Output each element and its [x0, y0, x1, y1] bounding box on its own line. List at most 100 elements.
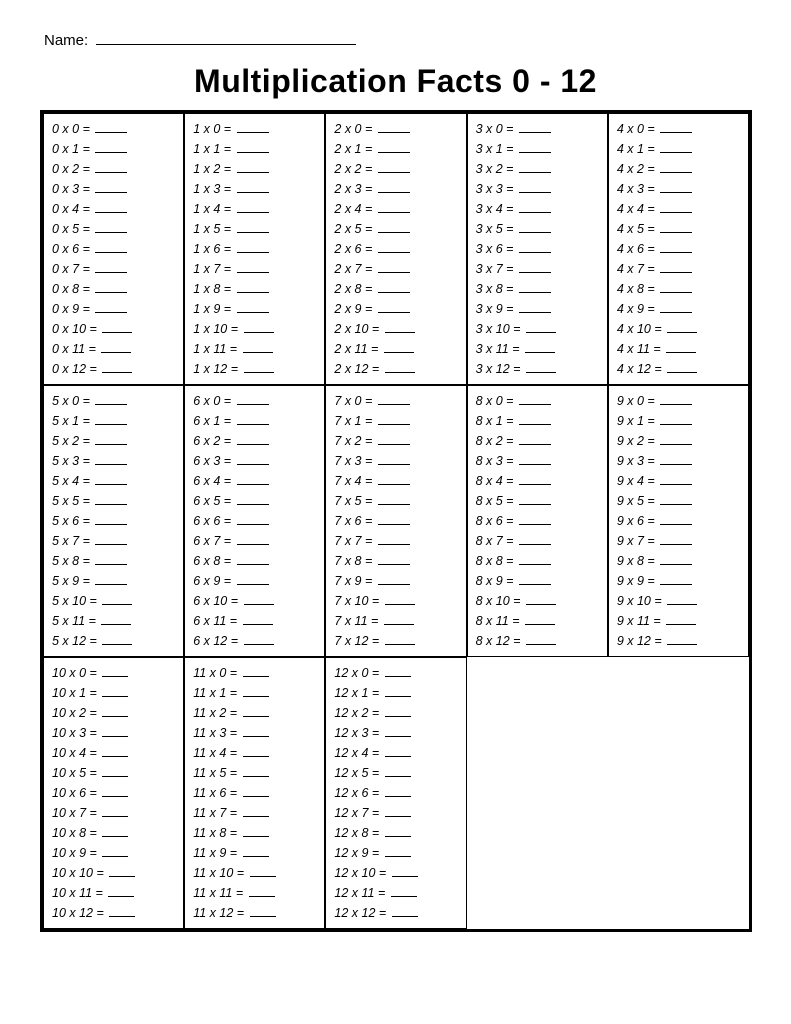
answer-blank[interactable]: [95, 444, 127, 445]
answer-blank[interactable]: [660, 544, 692, 545]
answer-blank[interactable]: [95, 544, 127, 545]
answer-blank[interactable]: [660, 272, 692, 273]
answer-blank[interactable]: [249, 896, 275, 897]
answer-blank[interactable]: [244, 644, 274, 645]
answer-blank[interactable]: [526, 372, 556, 373]
answer-blank[interactable]: [237, 212, 269, 213]
answer-blank[interactable]: [243, 716, 269, 717]
answer-blank[interactable]: [243, 676, 269, 677]
answer-blank[interactable]: [102, 696, 128, 697]
answer-blank[interactable]: [237, 564, 269, 565]
answer-blank[interactable]: [102, 644, 132, 645]
answer-blank[interactable]: [519, 404, 551, 405]
answer-blank[interactable]: [378, 312, 410, 313]
answer-blank[interactable]: [102, 776, 128, 777]
answer-blank[interactable]: [378, 464, 410, 465]
answer-blank[interactable]: [378, 212, 410, 213]
answer-blank[interactable]: [660, 312, 692, 313]
answer-blank[interactable]: [378, 544, 410, 545]
answer-blank[interactable]: [378, 584, 410, 585]
answer-blank[interactable]: [378, 424, 410, 425]
answer-blank[interactable]: [385, 836, 411, 837]
answer-blank[interactable]: [237, 252, 269, 253]
answer-blank[interactable]: [378, 404, 410, 405]
answer-blank[interactable]: [519, 524, 551, 525]
answer-blank[interactable]: [95, 404, 127, 405]
answer-blank[interactable]: [102, 716, 128, 717]
answer-blank[interactable]: [391, 896, 417, 897]
answer-blank[interactable]: [237, 524, 269, 525]
answer-blank[interactable]: [385, 644, 415, 645]
answer-blank[interactable]: [95, 152, 127, 153]
answer-blank[interactable]: [660, 252, 692, 253]
answer-blank[interactable]: [384, 624, 414, 625]
answer-blank[interactable]: [378, 132, 410, 133]
answer-blank[interactable]: [519, 252, 551, 253]
answer-blank[interactable]: [519, 504, 551, 505]
answer-blank[interactable]: [95, 464, 127, 465]
answer-blank[interactable]: [660, 484, 692, 485]
answer-blank[interactable]: [660, 424, 692, 425]
answer-blank[interactable]: [95, 584, 127, 585]
answer-blank[interactable]: [237, 312, 269, 313]
answer-blank[interactable]: [519, 584, 551, 585]
answer-blank[interactable]: [237, 544, 269, 545]
answer-blank[interactable]: [243, 352, 273, 353]
answer-blank[interactable]: [102, 796, 128, 797]
answer-blank[interactable]: [109, 916, 135, 917]
answer-blank[interactable]: [378, 252, 410, 253]
answer-blank[interactable]: [102, 676, 128, 677]
answer-blank[interactable]: [237, 464, 269, 465]
answer-blank[interactable]: [250, 876, 276, 877]
answer-blank[interactable]: [519, 464, 551, 465]
answer-blank[interactable]: [660, 232, 692, 233]
answer-blank[interactable]: [667, 644, 697, 645]
answer-blank[interactable]: [384, 352, 414, 353]
answer-blank[interactable]: [378, 272, 410, 273]
answer-blank[interactable]: [660, 404, 692, 405]
answer-blank[interactable]: [378, 172, 410, 173]
answer-blank[interactable]: [378, 564, 410, 565]
answer-blank[interactable]: [102, 836, 128, 837]
answer-blank[interactable]: [660, 192, 692, 193]
answer-blank[interactable]: [95, 232, 127, 233]
answer-blank[interactable]: [237, 152, 269, 153]
answer-blank[interactable]: [526, 644, 556, 645]
answer-blank[interactable]: [95, 424, 127, 425]
answer-blank[interactable]: [660, 504, 692, 505]
answer-blank[interactable]: [244, 604, 274, 605]
answer-blank[interactable]: [237, 172, 269, 173]
answer-blank[interactable]: [378, 292, 410, 293]
answer-blank[interactable]: [237, 272, 269, 273]
answer-blank[interactable]: [243, 624, 273, 625]
answer-blank[interactable]: [519, 484, 551, 485]
answer-blank[interactable]: [237, 232, 269, 233]
answer-blank[interactable]: [243, 856, 269, 857]
answer-blank[interactable]: [660, 584, 692, 585]
answer-blank[interactable]: [519, 444, 551, 445]
answer-blank[interactable]: [102, 372, 132, 373]
answer-blank[interactable]: [525, 624, 555, 625]
answer-blank[interactable]: [95, 484, 127, 485]
answer-blank[interactable]: [667, 372, 697, 373]
answer-blank[interactable]: [519, 232, 551, 233]
answer-blank[interactable]: [243, 736, 269, 737]
answer-blank[interactable]: [237, 584, 269, 585]
answer-blank[interactable]: [519, 424, 551, 425]
answer-blank[interactable]: [666, 352, 696, 353]
answer-blank[interactable]: [385, 736, 411, 737]
answer-blank[interactable]: [385, 816, 411, 817]
answer-blank[interactable]: [109, 876, 135, 877]
answer-blank[interactable]: [237, 484, 269, 485]
answer-blank[interactable]: [378, 484, 410, 485]
answer-blank[interactable]: [519, 292, 551, 293]
answer-blank[interactable]: [378, 444, 410, 445]
answer-blank[interactable]: [95, 272, 127, 273]
answer-blank[interactable]: [102, 604, 132, 605]
answer-blank[interactable]: [519, 192, 551, 193]
answer-blank[interactable]: [526, 332, 556, 333]
answer-blank[interactable]: [378, 152, 410, 153]
answer-blank[interactable]: [243, 756, 269, 757]
name-input-line[interactable]: [96, 44, 356, 45]
answer-blank[interactable]: [385, 332, 415, 333]
